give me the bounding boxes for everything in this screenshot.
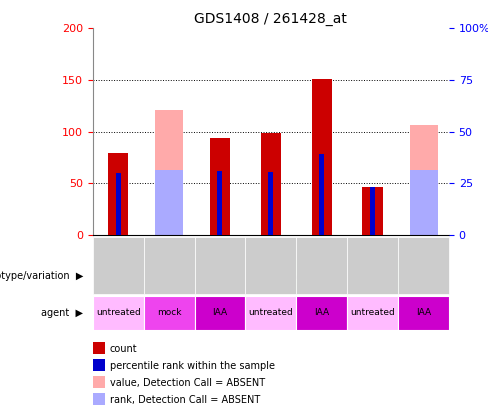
Text: percentile rank within the sample: percentile rank within the sample [110,361,275,371]
Bar [93,376,105,388]
Bar [245,296,296,330]
Bar [93,393,105,405]
Bar [116,173,121,235]
Bar [347,259,449,294]
Text: untreated: untreated [96,308,141,318]
Bar [155,170,183,235]
Text: IAA: IAA [212,308,227,318]
Bar [296,296,347,330]
Text: genotype/variation  ▶: genotype/variation ▶ [0,271,83,281]
Text: arf6 arf8: arf6 arf8 [377,271,419,281]
Text: mock: mock [157,308,182,318]
Bar [398,296,449,330]
Bar [195,296,245,330]
Bar [363,188,383,235]
Bar [409,170,438,235]
Text: rank, Detection Call = ABSENT: rank, Detection Call = ABSENT [110,395,260,405]
Bar [210,138,230,235]
Text: IAA: IAA [314,308,329,318]
Text: IAA: IAA [416,308,431,318]
Bar [347,296,398,330]
Bar [370,188,375,235]
Text: count: count [110,343,138,354]
Text: agent  ▶: agent ▶ [41,308,83,318]
Bar [108,153,128,235]
Bar [311,79,332,235]
Bar [155,110,183,235]
Bar [245,259,347,294]
Text: untreated: untreated [350,308,395,318]
Text: wild type: wild type [147,271,191,281]
Bar [143,296,195,330]
Text: untreated: untreated [248,308,293,318]
Bar [93,342,105,354]
Bar [93,296,143,330]
Bar [409,126,438,235]
Bar [93,259,245,294]
Bar [93,359,105,371]
Text: value, Detection Call = ABSENT: value, Detection Call = ABSENT [110,378,265,388]
Bar [218,171,223,235]
Bar [268,172,273,235]
Bar [261,133,281,235]
Text: arf6/arf6 ARF8/arf8: arf6/arf6 ARF8/arf8 [249,271,343,281]
Title: GDS1408 / 261428_at: GDS1408 / 261428_at [194,12,347,26]
Bar [319,154,325,235]
